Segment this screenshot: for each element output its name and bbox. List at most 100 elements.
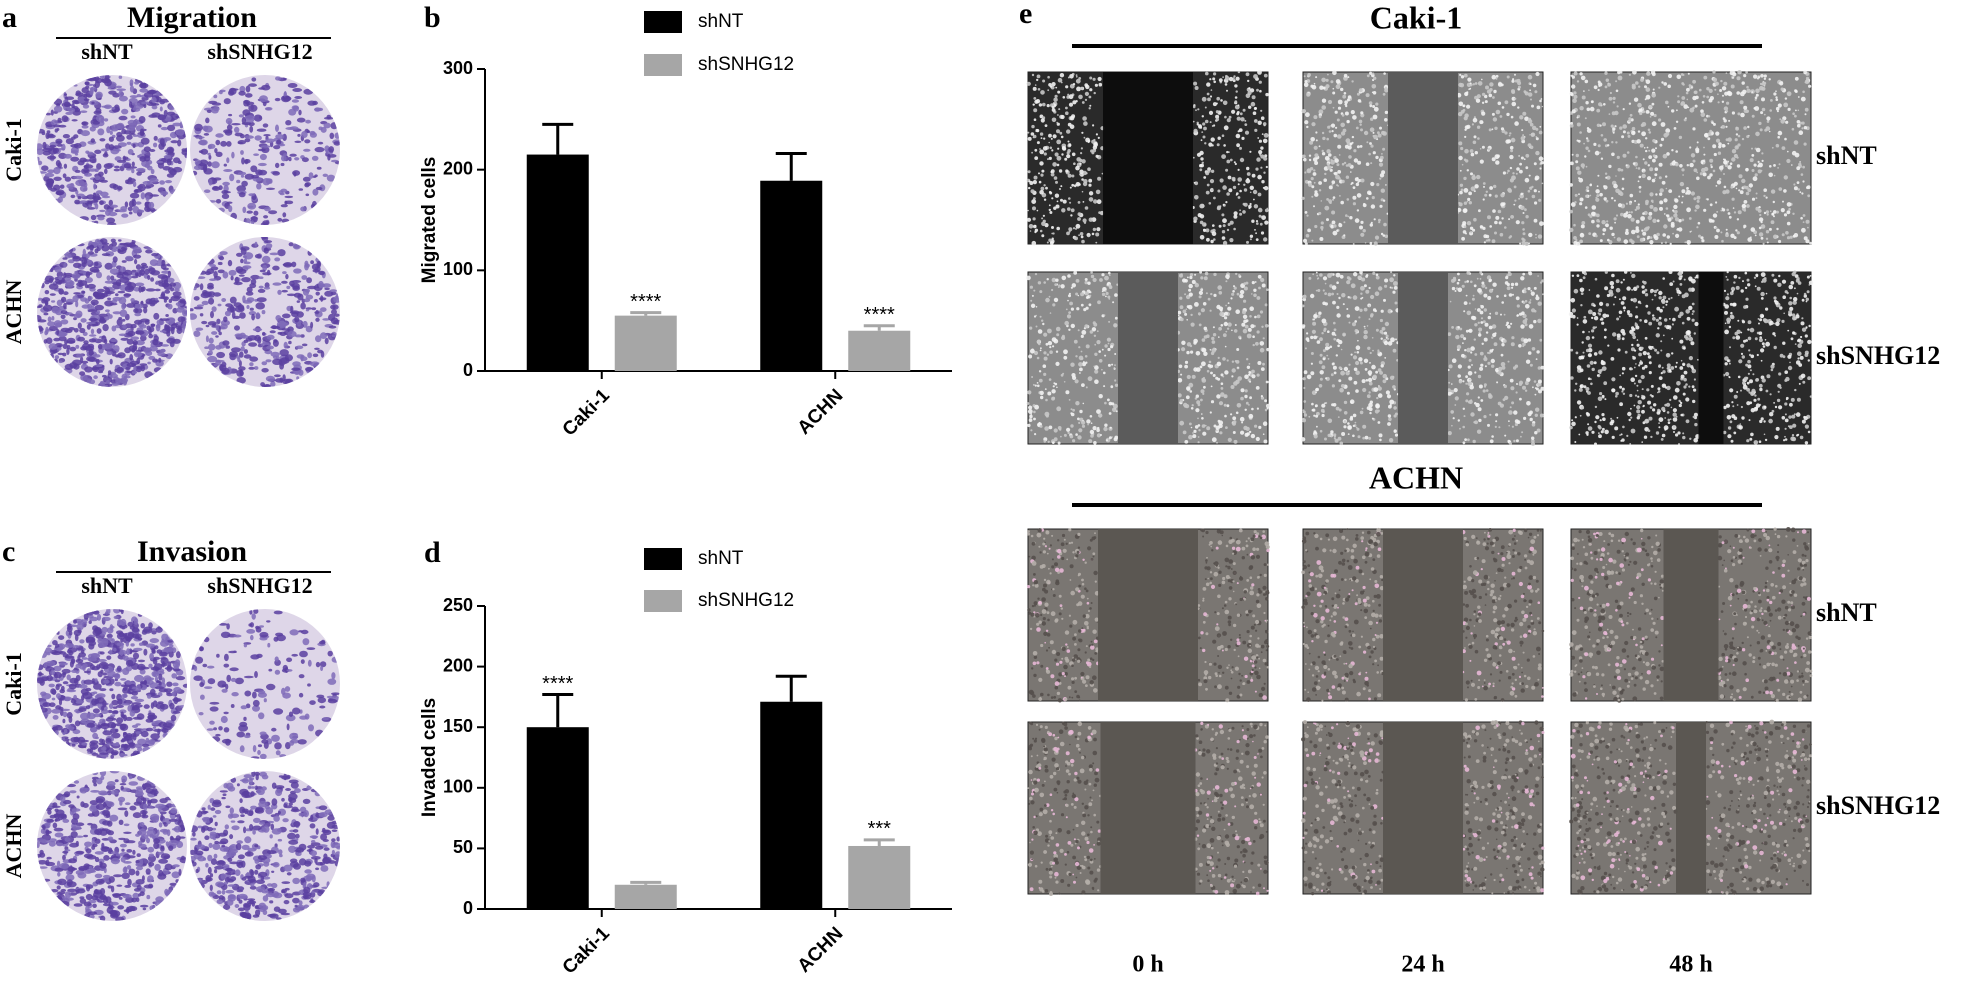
- stained-cell: [134, 617, 139, 625]
- cell: [1033, 224, 1037, 229]
- cell: [1070, 214, 1073, 217]
- stained-cell: [233, 634, 242, 638]
- stained-cell: [109, 688, 114, 692]
- cell: [1318, 115, 1322, 119]
- stained-cell: [81, 694, 85, 701]
- stained-cell: [221, 738, 232, 744]
- cell: [1073, 237, 1077, 240]
- stained-cell: [204, 189, 211, 193]
- stained-cell: [131, 161, 135, 167]
- stained-cell: [153, 367, 162, 373]
- stained-cell: [85, 271, 91, 278]
- stained-cell: [221, 193, 230, 199]
- stained-cell: [331, 656, 340, 663]
- stained-cell: [269, 834, 273, 839]
- cell: [1363, 202, 1366, 205]
- stained-cell: [141, 96, 149, 101]
- stained-cell: [85, 705, 91, 710]
- stained-cell: [154, 863, 161, 871]
- stained-cell: [66, 689, 77, 693]
- cell: [1382, 131, 1387, 136]
- stained-cell: [138, 840, 143, 846]
- cell: [1206, 183, 1210, 187]
- stained-cell: [276, 917, 282, 920]
- stained-cell: [223, 316, 228, 323]
- cell: [1264, 220, 1269, 225]
- stained-cell: [141, 814, 149, 819]
- stained-cell: [331, 309, 337, 315]
- cell: [1306, 214, 1309, 217]
- stained-cell: [96, 697, 105, 704]
- stained-cell: [54, 832, 64, 838]
- stained-cell: [100, 293, 108, 298]
- stained-cell: [205, 117, 210, 124]
- stained-cell: [275, 750, 281, 756]
- cell: [1318, 145, 1321, 148]
- stained-cell: [312, 188, 319, 196]
- stained-cell: [116, 318, 123, 326]
- cell: [1337, 106, 1342, 110]
- stained-cell: [128, 122, 137, 129]
- cell: [1330, 159, 1335, 165]
- stained-cell: [258, 285, 264, 289]
- cell: [1200, 163, 1204, 168]
- stained-cell: [133, 647, 143, 652]
- stained-cell: [99, 888, 106, 896]
- stained-cell: [242, 265, 252, 269]
- stained-cell: [116, 88, 126, 91]
- stained-cell: [273, 145, 281, 150]
- stained-cell: [304, 713, 310, 720]
- stained-cell: [269, 252, 279, 256]
- stained-cell: [106, 743, 111, 746]
- stained-cell: [224, 653, 229, 662]
- cell: [1200, 157, 1204, 161]
- stained-cell: [94, 80, 100, 89]
- stained-cell: [73, 328, 79, 333]
- stained-cell: [69, 346, 77, 352]
- stained-cell: [310, 260, 314, 265]
- cell: [1499, 232, 1504, 237]
- cell: [1305, 233, 1310, 238]
- stained-cell: [109, 901, 119, 906]
- stained-cell: [46, 181, 54, 188]
- stained-cell: [283, 341, 288, 349]
- cell: [1382, 199, 1386, 202]
- stained-cell: [327, 650, 333, 657]
- stained-cell: [56, 103, 61, 107]
- stained-cell: [230, 212, 237, 220]
- stained-cell: [269, 330, 276, 334]
- stained-cell: [71, 743, 76, 747]
- stained-cell: [124, 802, 131, 806]
- stained-cell: [208, 891, 215, 897]
- stained-cell: [275, 632, 284, 637]
- stained-cell: [230, 275, 234, 281]
- stained-cell: [314, 174, 318, 177]
- stained-cell: [196, 304, 204, 307]
- scratch-image: [1301, 70, 1544, 246]
- cell: [1255, 220, 1259, 223]
- cell: [1232, 185, 1237, 190]
- cell: [1261, 215, 1266, 221]
- cell: [1741, 178, 1746, 184]
- stained-cell: [56, 693, 61, 699]
- cell: [1514, 199, 1517, 202]
- cell: [1522, 232, 1526, 236]
- stained-cell: [108, 144, 115, 151]
- stained-cell: [295, 847, 305, 853]
- stained-cell: [286, 669, 293, 672]
- stained-cell: [42, 825, 46, 830]
- cell: [1349, 216, 1353, 220]
- stained-cell: [234, 904, 240, 908]
- cell: [1511, 89, 1515, 94]
- stained-cell: [140, 318, 150, 323]
- stained-cell: [95, 107, 102, 114]
- stained-cell: [61, 115, 69, 123]
- cell: [1534, 201, 1538, 205]
- stained-cell: [150, 702, 154, 709]
- cell: [1346, 198, 1350, 201]
- cell: [1098, 211, 1101, 215]
- stained-cell: [117, 619, 123, 626]
- stained-cell: [128, 868, 136, 876]
- stained-cell: [80, 130, 90, 137]
- stained-cell: [226, 201, 233, 204]
